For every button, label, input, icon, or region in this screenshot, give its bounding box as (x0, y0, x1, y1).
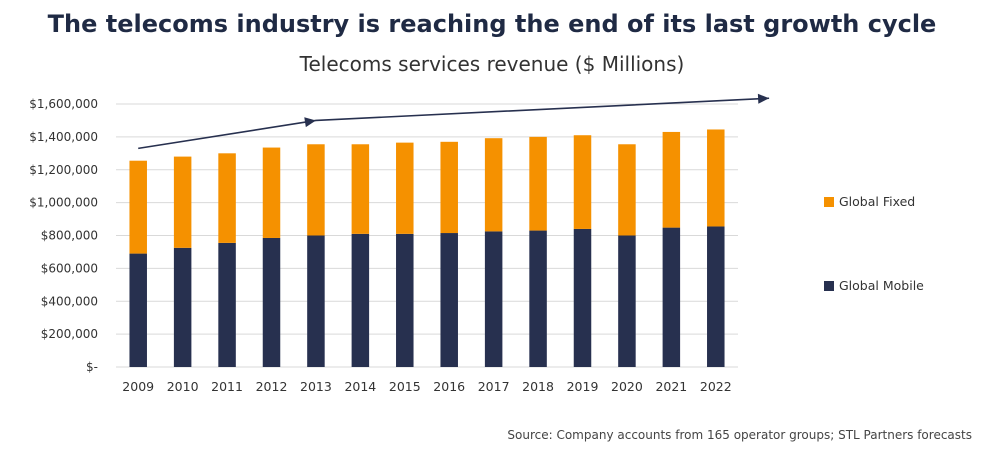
bar-global-mobile-2021 (662, 227, 681, 367)
x-tick-label: 2017 (478, 379, 510, 394)
chart-title: Telecoms services revenue ($ Millions) (299, 52, 685, 76)
bar-global-fixed-2017 (484, 138, 503, 232)
x-tick-label: 2021 (655, 379, 687, 394)
bar-global-fixed-2012 (262, 147, 281, 238)
y-tick-label: $1,400,000 (29, 130, 98, 144)
x-tick-label: 2013 (300, 379, 332, 394)
bar-global-mobile-2016 (440, 233, 458, 367)
legend-label-global-fixed: Global Fixed (839, 194, 915, 209)
bar-global-fixed-2018 (529, 136, 547, 231)
bar-global-mobile-2020 (618, 235, 636, 367)
chart-headline: The telecoms industry is reaching the en… (47, 10, 937, 38)
y-tick-label: $1,000,000 (29, 196, 98, 210)
bar-global-fixed-2010 (173, 156, 192, 248)
legend-swatch-global-fixed (824, 197, 834, 207)
x-tick-label: 2018 (522, 379, 554, 394)
x-tick-label: 2012 (256, 379, 288, 394)
y-tick-label: $200,000 (41, 327, 98, 341)
y-tick-label: $800,000 (41, 229, 98, 243)
x-tick-label: 2019 (567, 379, 599, 394)
legend-label-global-mobile: Global Mobile (839, 278, 924, 293)
x-tick-label: 2009 (122, 379, 154, 394)
y-tick-label: $- (86, 360, 98, 374)
bar-global-mobile-2013 (307, 235, 325, 367)
bar-global-fixed-2016 (440, 141, 458, 234)
bar-global-fixed-2011 (218, 153, 236, 243)
legend: Global Fixed Global Mobile (824, 194, 924, 293)
bar-global-mobile-2022 (707, 226, 725, 367)
x-tick-label: 2015 (389, 379, 421, 394)
y-tick-label: $400,000 (41, 294, 98, 308)
y-axis-tick-labels: $- $200,000 $400,000 $600,000 $800,000 $1,000… (29, 97, 98, 374)
bar-global-mobile-2012 (262, 237, 281, 367)
trend-arrowhead-mid (304, 117, 316, 128)
x-axis-tick-labels: 2009 2010 2011 2012 2013 2014 2015 2016 2017 2018… (122, 379, 731, 394)
source-note: Source: Company accounts from 165 operat… (507, 428, 972, 442)
y-tick-label: $600,000 (41, 261, 98, 275)
bar-global-fixed-2015 (396, 142, 414, 234)
bar-global-mobile-2009 (129, 253, 147, 367)
x-tick-label: 2011 (211, 379, 243, 394)
bar-global-mobile-2011 (218, 242, 236, 367)
legend-swatch-global-mobile (824, 281, 834, 291)
bar-global-fixed-2021 (662, 131, 681, 228)
bar-global-fixed-2019 (573, 135, 592, 229)
bar-global-fixed-2013 (307, 144, 325, 236)
y-tick-label: $1,600,000 (29, 97, 98, 111)
bar-global-fixed-2009 (129, 160, 147, 254)
bar-global-mobile-2014 (351, 233, 370, 367)
x-tick-label: 2020 (611, 379, 643, 394)
x-tick-label: 2022 (700, 379, 732, 394)
bar-global-fixed-2020 (618, 144, 636, 236)
bar-global-fixed-2022 (707, 129, 725, 227)
bar-global-mobile-2010 (173, 247, 192, 367)
bar-global-mobile-2019 (573, 228, 592, 367)
trend-arrowhead-end (757, 93, 770, 104)
x-tick-label: 2016 (433, 379, 465, 394)
x-tick-label: 2010 (167, 379, 199, 394)
bar-global-mobile-2017 (484, 231, 503, 367)
bars (129, 129, 725, 367)
x-tick-label: 2014 (344, 379, 376, 394)
gridlines (116, 103, 738, 368)
trend-arrow (138, 93, 770, 150)
bar-global-fixed-2014 (351, 144, 370, 234)
bar-global-mobile-2018 (529, 230, 547, 367)
y-tick-label: $1,200,000 (29, 163, 98, 177)
bar-global-mobile-2015 (396, 233, 414, 367)
